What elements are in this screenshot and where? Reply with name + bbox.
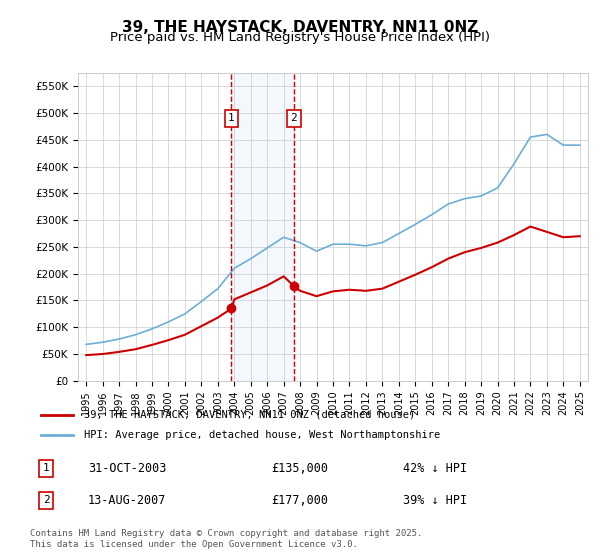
Text: 39, THE HAYSTACK, DAVENTRY, NN11 0NZ (detached house): 39, THE HAYSTACK, DAVENTRY, NN11 0NZ (de… xyxy=(84,410,415,420)
Text: 13-AUG-2007: 13-AUG-2007 xyxy=(88,494,166,507)
Text: Price paid vs. HM Land Registry's House Price Index (HPI): Price paid vs. HM Land Registry's House … xyxy=(110,31,490,44)
Text: 1: 1 xyxy=(228,113,235,123)
Bar xyxy=(232,73,294,381)
Text: 42% ↓ HPI: 42% ↓ HPI xyxy=(403,462,467,475)
Text: 39, THE HAYSTACK, DAVENTRY, NN11 0NZ: 39, THE HAYSTACK, DAVENTRY, NN11 0NZ xyxy=(122,20,478,35)
Text: 1: 1 xyxy=(43,463,50,473)
Text: 31-OCT-2003: 31-OCT-2003 xyxy=(88,462,166,475)
Text: 39% ↓ HPI: 39% ↓ HPI xyxy=(403,494,467,507)
Text: £135,000: £135,000 xyxy=(271,462,329,475)
Text: HPI: Average price, detached house, West Northamptonshire: HPI: Average price, detached house, West… xyxy=(84,430,440,440)
Text: £177,000: £177,000 xyxy=(271,494,329,507)
Text: 2: 2 xyxy=(290,113,297,123)
Text: 2: 2 xyxy=(43,496,50,506)
Text: Contains HM Land Registry data © Crown copyright and database right 2025.
This d: Contains HM Land Registry data © Crown c… xyxy=(30,529,422,549)
